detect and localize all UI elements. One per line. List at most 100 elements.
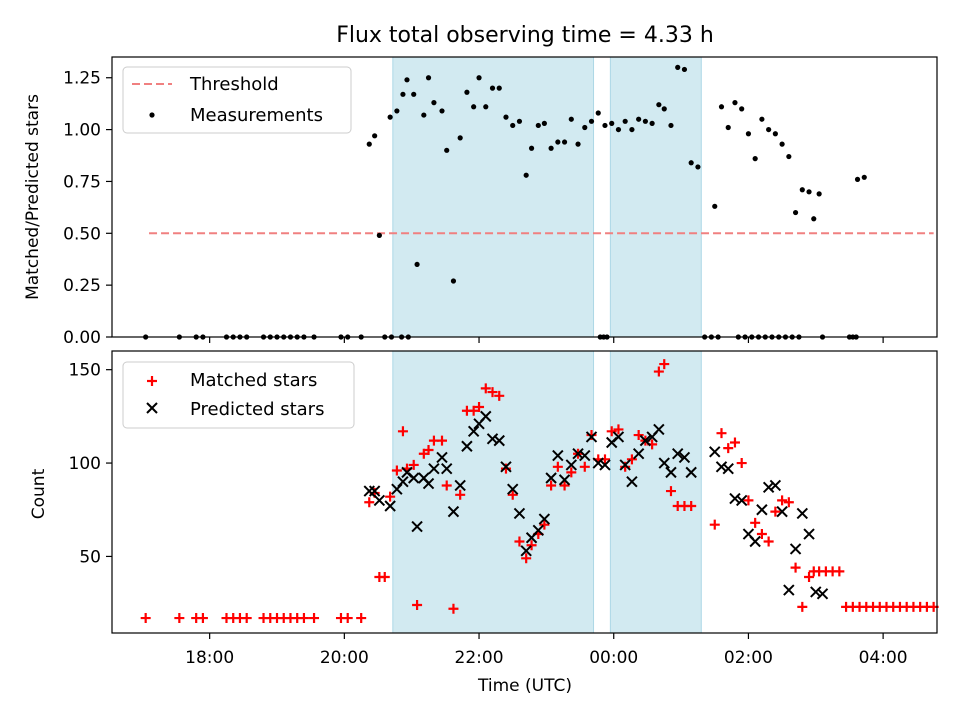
predicted-star-point — [632, 448, 645, 460]
predicted-star-point — [480, 410, 492, 423]
measurement-point — [806, 189, 812, 195]
predicted-legend-swatch — [146, 402, 158, 414]
matched-star-point — [397, 426, 408, 437]
measurement-point — [636, 116, 642, 122]
y-tick-label: 0.00 — [63, 328, 101, 348]
threshold-legend-label: Threshold — [189, 74, 279, 95]
predicted-star-point — [709, 446, 721, 458]
measurement-point — [425, 75, 432, 81]
matched-star-point — [709, 519, 720, 530]
predicted-star-point — [486, 433, 499, 445]
predicted-star-point — [428, 462, 440, 475]
bottom-legend-box — [122, 361, 355, 429]
matched-star-point — [750, 517, 761, 528]
measurement-point — [582, 124, 588, 131]
shaded-interval-1 — [392, 350, 595, 634]
matched-star-point — [298, 613, 309, 624]
bottom-y-axis-ticks: 50 100 150 — [69, 361, 112, 567]
measurement-point — [688, 160, 694, 166]
predicted-star-point — [441, 462, 453, 475]
measurement-point — [732, 100, 738, 106]
matched-legend-label: Matched stars — [190, 370, 317, 391]
measurement-point — [739, 106, 745, 112]
predicted-star-point — [672, 448, 684, 460]
predicted-star-point — [810, 586, 822, 598]
matched-star-point — [480, 383, 491, 394]
measurement-point — [471, 104, 477, 110]
measurement-point — [602, 122, 608, 129]
x-tick-label: 00:00 — [589, 648, 638, 668]
measurement-point — [394, 108, 400, 114]
predicted-star-point — [612, 431, 625, 443]
x-tick-label: 04:00 — [859, 648, 908, 668]
matched-star-point — [620, 461, 631, 472]
matched-star-point — [756, 529, 767, 540]
x-tick-label: 20:00 — [320, 648, 369, 668]
predicted-star-point — [816, 588, 829, 600]
x-tick-label: 22:00 — [455, 648, 504, 668]
matched-star-point — [665, 486, 676, 497]
predicted-star-point — [565, 459, 578, 471]
predicted-star-point — [513, 507, 526, 520]
matched-star-point — [613, 424, 624, 435]
y-tick-label: 50 — [79, 547, 101, 567]
x-tick-label: 02:00 — [724, 648, 773, 668]
measurement-point — [523, 172, 529, 178]
matched-star-point — [364, 497, 375, 508]
matched-star-point — [552, 461, 563, 472]
matched-star-point — [423, 444, 434, 455]
measurement-point — [759, 116, 765, 122]
y-tick-label: 1.00 — [63, 121, 101, 141]
matched-star-point — [197, 613, 208, 624]
matched-star-point — [526, 540, 537, 551]
measurement-point — [414, 261, 420, 268]
matched-star-point — [448, 603, 459, 614]
measurement-point — [642, 118, 648, 124]
measurement-point — [609, 120, 615, 126]
measurement-point — [528, 145, 535, 151]
measurement-point — [568, 116, 574, 122]
measurement-point — [489, 85, 496, 91]
predicted-star-point — [397, 476, 409, 488]
matched-star-point — [514, 536, 525, 547]
matched-star-point — [729, 437, 740, 448]
measurement-point — [816, 191, 822, 197]
y-tick-label: 0.50 — [63, 224, 101, 244]
measurement-point — [404, 77, 410, 83]
predicted-star-point — [422, 477, 435, 490]
measurement-point — [535, 122, 541, 129]
measurement-point — [457, 135, 463, 141]
measurement-point — [575, 141, 581, 147]
measurement-point — [411, 91, 417, 97]
measurement-point — [387, 114, 393, 120]
predicted-star-point — [626, 476, 638, 488]
measurements-legend-label: Measurements — [190, 105, 323, 126]
measurement-point — [516, 118, 523, 124]
predicted-star-point — [447, 505, 460, 518]
matched-star-point — [586, 430, 597, 441]
predicted-star-point — [769, 479, 782, 492]
measurement-point — [752, 156, 758, 162]
matched-star-point — [579, 461, 590, 472]
matched-star-point — [653, 366, 664, 377]
measurement-point — [421, 112, 427, 118]
measurement-point — [439, 108, 445, 114]
y-tick-label: 0.75 — [63, 172, 101, 192]
matched-star-point — [834, 566, 845, 577]
matched-star-point — [140, 613, 151, 624]
predicted-star-point — [729, 492, 741, 505]
shaded-interval-2 — [609, 56, 702, 338]
matched-star-point — [716, 428, 727, 439]
bottom-x-axis-ticks: 18:00 20:00 22:00 00:00 02:00 04:00 — [185, 633, 908, 668]
matched-star-point — [309, 613, 320, 624]
matched-star-point — [763, 536, 774, 547]
predicted-star-point — [715, 461, 728, 473]
measurement-point — [588, 118, 595, 124]
predicted-star-point — [552, 449, 564, 462]
predicted-star-point — [579, 449, 591, 462]
top-y-axis-label: Matched/Predicted stars — [23, 94, 43, 300]
matched-star-point — [507, 489, 518, 500]
measurement-point — [725, 124, 731, 131]
predicted-star-point — [789, 543, 802, 555]
